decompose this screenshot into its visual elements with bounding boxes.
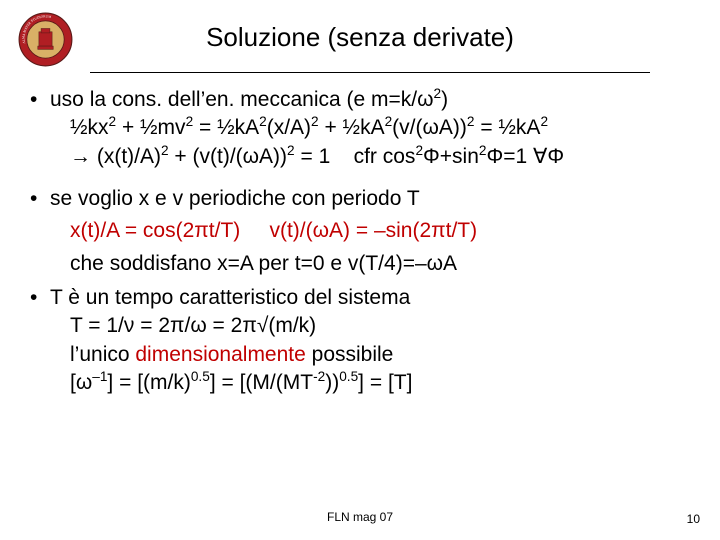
t: (x/A) bbox=[267, 116, 311, 139]
b3-lead: T è un tempo caratteristico del sistema bbox=[50, 286, 410, 309]
t: = 1 cfr cos bbox=[295, 145, 416, 168]
b2-lead: se voglio x e v periodiche con periodo T bbox=[50, 187, 420, 210]
eq-right: v(t)/(ωA) = –sin(2πt/T) bbox=[269, 219, 477, 242]
page-number: 10 bbox=[687, 512, 700, 526]
s: 2 bbox=[161, 143, 169, 158]
b2-line3: che soddisfano x=A per t=0 e v(T/4)=–ωA bbox=[50, 250, 700, 278]
t: = ½kA bbox=[474, 116, 540, 139]
b1-lead: uso la cons. dell’en. meccanica (e m=k/ω… bbox=[50, 88, 448, 111]
b1-line3: → (x(t)/A)2 + (v(t)/(ωA))2 = 1 cfr cos2Φ… bbox=[50, 143, 700, 171]
s: 2 bbox=[109, 114, 117, 129]
bullet-3: T è un tempo caratteristico del sistema … bbox=[30, 284, 700, 397]
t: + (v(t)/(ωA)) bbox=[169, 145, 287, 168]
t: possibile bbox=[306, 343, 394, 366]
text: uso la cons. dell’en. meccanica (e m=k/ω bbox=[50, 88, 434, 111]
slide: ALMA MATER STUDIORUM Soluzione (senza de… bbox=[0, 0, 720, 540]
t: ½kx bbox=[70, 116, 109, 139]
bullet-2: se voglio x e v periodiche con periodo T… bbox=[30, 185, 700, 278]
t: → (x(t)/A) bbox=[70, 145, 161, 168]
s: 2 bbox=[311, 114, 319, 129]
t: = ½kA bbox=[193, 116, 259, 139]
b3-line3: l’unico dimensionalmente possibile bbox=[50, 341, 700, 369]
t-red: dimensionalmente bbox=[135, 343, 305, 366]
b2-red-line: x(t)/A = cos(2πt/T) v(t)/(ωA) = –sin(2πt… bbox=[50, 217, 700, 245]
s: –1 bbox=[92, 369, 107, 384]
t: + ½kA bbox=[319, 116, 385, 139]
b3-line2: T = 1/ν = 2π/ω = 2π√(m/k) bbox=[50, 312, 700, 340]
s: 2 bbox=[415, 143, 423, 158]
s: 0.5 bbox=[191, 369, 210, 384]
t: Φ+sin bbox=[423, 145, 479, 168]
s: 2 bbox=[259, 114, 267, 129]
b3-line4: [ω–1] = [(m/k)0.5] = [(M/(MT-2))0.5] = [… bbox=[50, 369, 700, 397]
t: [ω bbox=[70, 371, 92, 394]
s: 2 bbox=[479, 143, 487, 158]
slide-title: Soluzione (senza derivate) bbox=[0, 22, 720, 53]
title-underline bbox=[90, 72, 650, 73]
s: 2 bbox=[287, 143, 295, 158]
s: 0.5 bbox=[339, 369, 358, 384]
s: 2 bbox=[540, 114, 548, 129]
t: ] = [T] bbox=[358, 371, 412, 394]
s: -2 bbox=[313, 369, 325, 384]
sup: 2 bbox=[434, 86, 442, 101]
eq-left: x(t)/A = cos(2πt/T) bbox=[70, 219, 240, 242]
t: )) bbox=[325, 371, 339, 394]
t: Φ=1 ∀Φ bbox=[487, 145, 565, 168]
t: (v/(ωA)) bbox=[392, 116, 467, 139]
t: l’unico bbox=[70, 343, 135, 366]
footer-text: FLN mag 07 bbox=[0, 510, 720, 524]
t: ] = [(M/(MT bbox=[210, 371, 313, 394]
slide-body: uso la cons. dell’en. meccanica (e m=k/ω… bbox=[30, 86, 700, 403]
bullet-1: uso la cons. dell’en. meccanica (e m=k/ω… bbox=[30, 86, 700, 171]
b1-line2: ½kx2 + ½mv2 = ½kA2(x/A)2 + ½kA2(v/(ωA))2… bbox=[50, 114, 700, 142]
text: ) bbox=[441, 88, 448, 111]
t: + ½mv bbox=[116, 116, 185, 139]
t: ] = [(m/k) bbox=[107, 371, 190, 394]
